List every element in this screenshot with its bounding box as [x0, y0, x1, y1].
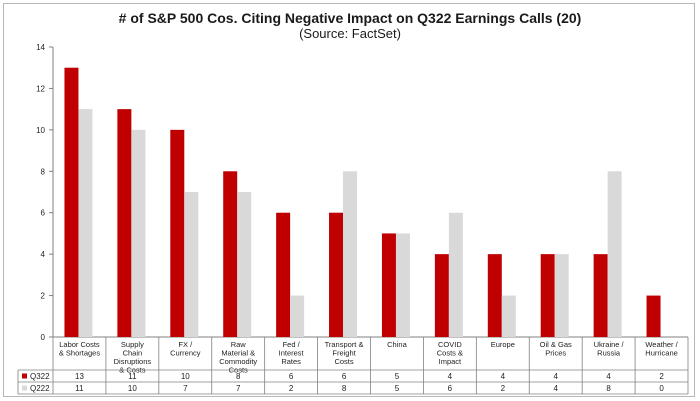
bar-q322 [276, 212, 291, 337]
table-value-q222: 7 [183, 384, 188, 393]
category-label: Disruptions [114, 357, 152, 366]
table-value-q222: 8 [342, 384, 347, 393]
bar-q222 [448, 212, 463, 337]
table-value-q222: 2 [501, 384, 506, 393]
table-value-q222: 10 [128, 384, 137, 393]
table-value-q222: 2 [289, 384, 294, 393]
table-value-q222: 7 [236, 384, 241, 393]
category-label: Hurricane [645, 349, 678, 358]
table-value-q322: 6 [342, 372, 347, 381]
legend-label-q222: Q222 [30, 384, 50, 393]
category-label: Raw [231, 340, 247, 349]
table-value-q322: 2 [659, 372, 664, 381]
bar-q322 [381, 233, 396, 337]
category-label: Currency [170, 349, 201, 358]
legend-key-q322 [22, 373, 27, 379]
table-value-q322: 4 [501, 372, 506, 381]
category-label: Rates [281, 357, 301, 366]
table-value-q322: 5 [395, 372, 400, 381]
category-label: Prices [545, 349, 566, 358]
table-value-q222: 8 [606, 384, 611, 393]
category-label: Interest [279, 349, 305, 358]
bar-q222 [131, 129, 146, 337]
bar-q222 [554, 254, 569, 337]
bar-q322 [170, 129, 185, 337]
bar-q322 [64, 67, 79, 337]
bar-q322 [223, 171, 238, 337]
y-tick-label: 6 [41, 209, 46, 218]
category-label: China [387, 340, 407, 349]
table-value-q322: 4 [448, 372, 453, 381]
bar-q322 [117, 109, 132, 338]
table-value-q322: 4 [553, 372, 558, 381]
y-tick-label: 14 [36, 43, 45, 52]
bar-q222 [78, 109, 93, 338]
category-label: Ukraine / [594, 340, 625, 349]
bar-q322 [434, 254, 449, 337]
category-label: Weather / [645, 340, 678, 349]
legend-label-q322: Q322 [30, 372, 50, 381]
table-value-q222: 6 [448, 384, 453, 393]
bar-q322 [487, 254, 502, 337]
chart-subtitle: (Source: FactSet) [299, 26, 401, 41]
chart-title: # of S&P 500 Cos. Citing Negative Impact… [118, 10, 582, 26]
bar-q222 [184, 192, 199, 337]
category-label: COVID [438, 340, 462, 349]
y-tick-label: 8 [41, 167, 46, 176]
category-label: Transport & [325, 340, 364, 349]
bar-q322 [329, 212, 344, 337]
y-tick-label: 12 [36, 84, 45, 93]
category-label: Europe [491, 340, 515, 349]
bar-q322 [593, 254, 608, 337]
category-label: Russia [597, 349, 621, 358]
table-value-q322: 4 [606, 372, 611, 381]
category-label: Freight [332, 349, 356, 358]
table-value-q222: 4 [553, 384, 558, 393]
category-label: Labor Costs [59, 340, 100, 349]
category-label: FX / [178, 340, 193, 349]
table-value-q322: 10 [181, 372, 190, 381]
bar-q222 [237, 192, 252, 337]
y-tick-label: 4 [41, 250, 46, 259]
y-tick-label: 0 [41, 333, 46, 342]
table-value-q322: 11 [128, 372, 137, 381]
table-value-q322: 8 [236, 372, 241, 381]
bar-q322 [540, 254, 555, 337]
category-label: Impact [439, 357, 462, 366]
bar-q222 [501, 295, 516, 337]
y-tick-label: 10 [36, 126, 45, 135]
category-label: Costs & [437, 349, 463, 358]
category-label: Material & [221, 349, 255, 358]
bar-q222 [290, 295, 305, 337]
table-value-q322: 6 [289, 372, 294, 381]
category-label: Oil & Gas [540, 340, 572, 349]
table-value-q222: 0 [659, 384, 664, 393]
category-label: Costs [334, 357, 353, 366]
category-label: Chain [123, 349, 143, 358]
bar-q222 [607, 171, 622, 337]
table-value-q322: 13 [75, 372, 84, 381]
legend-key-q222 [22, 385, 27, 391]
table-value-q222: 5 [395, 384, 400, 393]
bar-q222 [395, 233, 410, 337]
y-tick-label: 2 [41, 292, 46, 301]
category-label: Supply [121, 340, 144, 349]
category-label: Fed / [283, 340, 301, 349]
category-label: Commodity [219, 357, 257, 366]
bar-q222 [343, 171, 358, 337]
table-value-q222: 11 [75, 384, 84, 393]
category-label: & Shortages [59, 349, 101, 358]
bar-q322 [646, 295, 661, 337]
